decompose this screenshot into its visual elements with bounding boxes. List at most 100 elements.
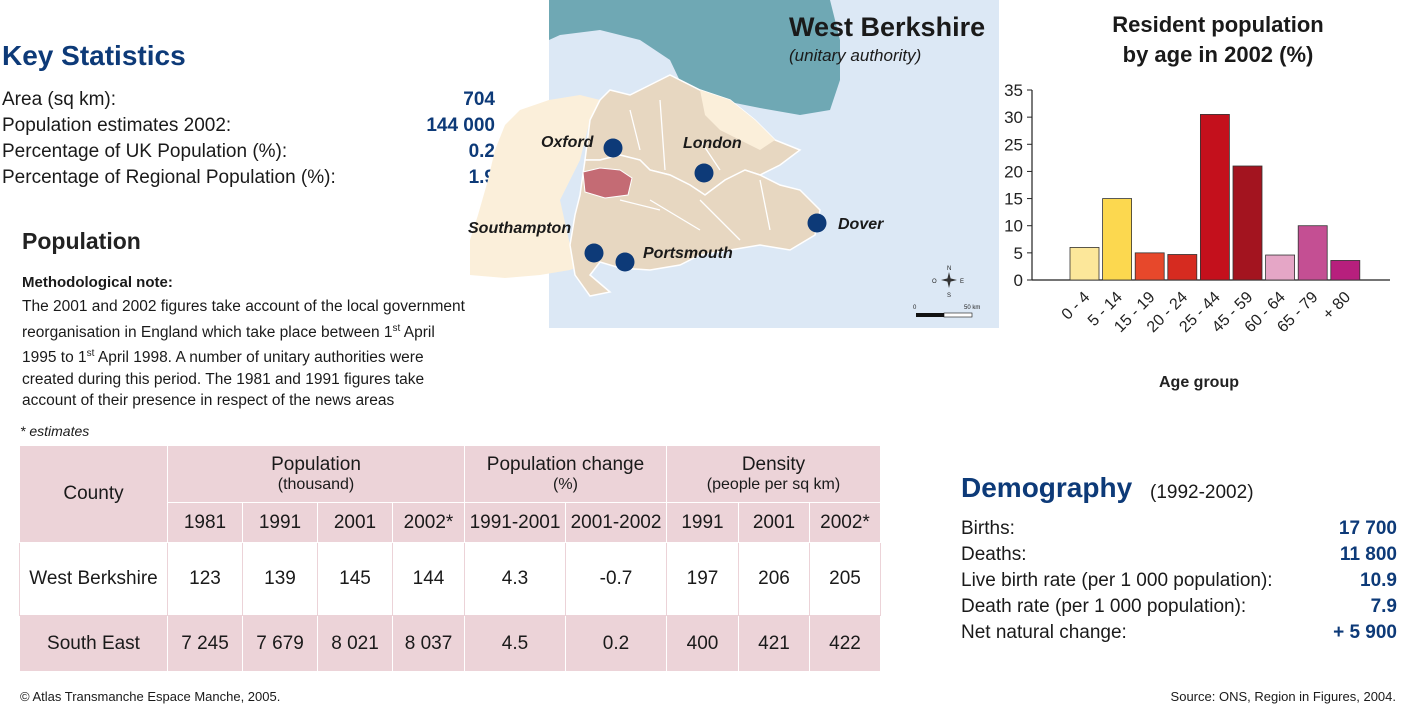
west-berkshire-highlight — [582, 167, 633, 199]
bar — [1199, 114, 1230, 281]
population-table: County Population (thousand) Population c… — [19, 445, 881, 672]
table-cell: 7 679 — [242, 615, 318, 672]
note-line: The 2001 and 2002 figures take account o… — [22, 298, 465, 315]
map-title: West Berkshire — [789, 12, 986, 42]
bar — [1134, 252, 1165, 281]
table-cell: 205 — [809, 542, 881, 616]
x-axis-label: Age group — [1159, 374, 1239, 391]
table-cell: 421 — [738, 615, 810, 672]
map-region-east — [700, 90, 775, 150]
table-row: South East 7 245 7 679 8 021 8 037 4.5 0… — [19, 615, 881, 672]
y-tick-label: 10 — [1004, 217, 1023, 236]
demography-value: 11 800 — [1339, 544, 1397, 565]
bar — [1102, 198, 1132, 281]
density-group-header: Density (people per sq km) — [666, 445, 881, 503]
demography-label: Death rate (per 1 000 population): — [961, 596, 1247, 617]
map-outside-region — [470, 95, 600, 278]
stat-row: Percentage of Regional Population (%): 1… — [2, 167, 495, 193]
year-header: 2001-2002 — [565, 502, 667, 543]
methodological-note-text: The 2001 and 2002 figures take account o… — [22, 296, 522, 412]
copyright-text: © Atlas Transmanche Espace Manche, 2005. — [20, 689, 281, 704]
note-line: 1995 to 1st April 1998. A number of unit… — [22, 348, 424, 367]
note-line: created during this period. The 1981 and… — [22, 370, 425, 388]
bar — [1167, 254, 1198, 281]
svg-text:S: S — [947, 293, 951, 299]
demography-label: Births: — [961, 518, 1015, 539]
year-header: 1991-2001 — [464, 502, 566, 543]
svg-text:N: N — [947, 266, 951, 272]
note-line: account of their presence in respect of … — [22, 392, 395, 410]
key-statistics-title: Key Statistics — [2, 40, 186, 71]
table-cell: 422 — [809, 615, 881, 672]
demography-row: Death rate (per 1 000 population): 7.9 — [961, 596, 1397, 622]
city-label-dover: Dover — [838, 216, 884, 233]
svg-text:0: 0 — [913, 305, 917, 311]
stat-value: 144 000 — [426, 115, 495, 136]
stat-label: Percentage of Regional Population (%): — [2, 167, 336, 188]
region-map: N S E O 0 50 km — [470, 0, 999, 328]
source-text: Source: ONS, Region in Figures, 2004. — [1170, 689, 1396, 704]
city-label-portsmouth: Portsmouth — [643, 245, 733, 262]
note-line: reorganisation in England which take pla… — [22, 322, 435, 341]
bar — [1232, 165, 1263, 281]
table-cell: -0.7 — [565, 542, 667, 616]
table-cell: 123 — [167, 542, 243, 616]
y-tick-label: 30 — [1004, 108, 1023, 127]
city-marker-dover — [807, 213, 827, 233]
map-continent — [549, 0, 840, 115]
table-cell: 8 021 — [317, 615, 393, 672]
demography-row: Births: 17 700 — [961, 518, 1397, 544]
demography-row: Live birth rate (per 1 000 population): … — [961, 570, 1397, 596]
demography-value: 7.9 — [1370, 596, 1397, 617]
y-tick-label: 15 — [1004, 190, 1023, 209]
city-marker-london — [694, 163, 714, 183]
bar — [1297, 225, 1328, 281]
y-tick-label: 25 — [1004, 135, 1023, 154]
demography-value: 17 700 — [1338, 518, 1397, 539]
demography-title: Demography — [961, 472, 1133, 503]
demography-period: (1992-2002) — [1150, 482, 1254, 503]
svg-text:50 km: 50 km — [964, 305, 980, 311]
table-row: West Berkshire 123 139 145 144 4.3 -0.7 … — [19, 542, 881, 616]
demography-value: 10.9 — [1360, 570, 1397, 591]
scale-bar: 0 50 km — [913, 305, 980, 318]
map-subtitle: (unitary authority) — [789, 46, 922, 65]
city-marker-oxford — [603, 138, 623, 158]
svg-text:O: O — [932, 279, 937, 285]
map-boundaries — [619, 99, 771, 241]
year-header: 2002* — [809, 502, 881, 543]
city-marker-southampton — [584, 243, 604, 263]
demography-value: + 5 900 — [1333, 622, 1397, 643]
bar — [1069, 247, 1100, 281]
year-header: 2001 — [317, 502, 393, 543]
stat-label: Population estimates 2002: — [2, 115, 232, 136]
stat-value: 704 — [463, 89, 495, 110]
demography-label: Deaths: — [961, 544, 1027, 565]
table-cell: 4.5 — [464, 615, 566, 672]
stat-row: Area (sq km): 704 — [2, 89, 495, 115]
table-cell: 7 245 — [167, 615, 243, 672]
table-cell: 197 — [666, 542, 739, 616]
bar — [1330, 260, 1361, 281]
x-tick-label: + 80 — [1320, 289, 1354, 323]
y-tick-label: 0 — [1014, 271, 1023, 290]
city-label-london: London — [683, 135, 742, 152]
table-cell: 0.2 — [565, 615, 667, 672]
y-tick-label: 20 — [1004, 162, 1023, 181]
chart-title: Resident population by age in 2002 (%) — [1112, 12, 1324, 67]
bar — [1265, 254, 1296, 281]
table-cell: 400 — [666, 615, 739, 672]
stat-label: Percentage of UK Population (%): — [2, 141, 288, 162]
stat-label: Area (sq km): — [2, 89, 117, 110]
estimates-note: * estimates — [20, 423, 90, 439]
city-marker-portsmouth — [615, 252, 635, 272]
table-cell: 4.3 — [464, 542, 566, 616]
county-cell: West Berkshire — [19, 542, 168, 616]
year-header: 1981 — [167, 502, 243, 543]
city-label-oxford: Oxford — [541, 134, 594, 151]
table-cell: 206 — [738, 542, 810, 616]
y-tick-label: 35 — [1004, 81, 1023, 100]
table-cell: 145 — [317, 542, 393, 616]
year-header: 1991 — [666, 502, 739, 543]
